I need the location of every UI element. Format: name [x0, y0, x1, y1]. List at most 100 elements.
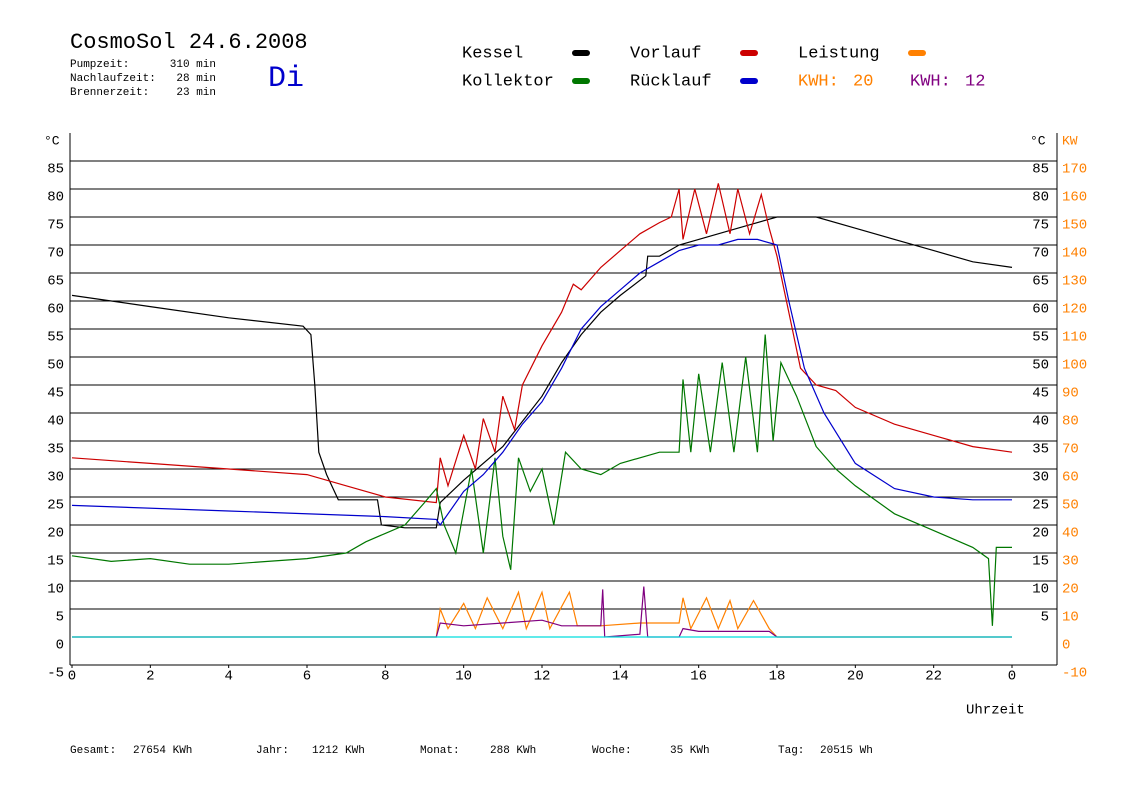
energy-value: 20 [853, 72, 873, 91]
y2-tick-label: 40 [1062, 526, 1079, 542]
y-tick-label: 10 [47, 582, 64, 598]
y-tick-label: 55 [47, 330, 64, 346]
y-tick-label-right: 25 [1032, 498, 1049, 514]
y-unit: °C [44, 133, 60, 148]
y2-tick-label: 10 [1062, 610, 1079, 626]
total-label: Tag: [778, 745, 804, 757]
y-tick-label-right: 45 [1032, 386, 1049, 402]
energy-value: 12 [965, 72, 985, 91]
y2-unit: KW [1062, 133, 1078, 148]
y-tick-label: 45 [47, 386, 64, 402]
y-tick-label-right: 15 [1032, 554, 1049, 570]
y-tick-label: 80 [47, 190, 64, 206]
y-tick-label: 35 [47, 442, 64, 458]
stat-label: Brennerzeit: [70, 87, 149, 99]
x-tick-label: 2 [146, 669, 154, 685]
stat-label: Pumpzeit: [70, 59, 129, 71]
chart-title: CosmoSol 24.6.2008 [70, 30, 308, 55]
total-label: Monat: [420, 745, 460, 757]
y-tick-label: 40 [47, 414, 64, 430]
x-tick-label: 12 [534, 669, 551, 685]
x-tick-label: 22 [925, 669, 942, 685]
y-tick-label: -5 [47, 666, 64, 682]
x-axis-label: Uhrzeit [966, 703, 1025, 719]
x-tick-label: 4 [224, 669, 232, 685]
y2-tick-label: 140 [1062, 246, 1087, 262]
y-tick-label-right: 70 [1032, 246, 1049, 262]
legend-label: Vorlauf [630, 44, 701, 63]
x-tick-label: 8 [381, 669, 389, 685]
y-tick-label: 70 [47, 246, 64, 262]
y2-tick-label: 120 [1062, 302, 1087, 318]
y2-tick-label: 0 [1062, 638, 1070, 654]
y2-tick-label: 160 [1062, 190, 1087, 206]
y-tick-label-right: 40 [1032, 414, 1049, 430]
series-line [71, 238, 1012, 527]
y-tick-label: 15 [47, 554, 64, 570]
y-tick-label: 65 [47, 274, 64, 290]
y-tick-label: 5 [56, 610, 64, 626]
total-value: 288 KWh [490, 745, 536, 757]
y2-tick-label: 70 [1062, 442, 1079, 458]
y-tick-label-right: 10 [1032, 582, 1049, 598]
total-label: Gesamt: [70, 745, 116, 757]
y2-tick-label: 100 [1062, 358, 1087, 374]
x-tick-label: 20 [847, 669, 864, 685]
y2-tick-label: 80 [1062, 414, 1079, 430]
total-label: Woche: [592, 745, 632, 757]
legend-label: Kessel [462, 44, 523, 63]
y2-tick-label: 150 [1062, 218, 1087, 234]
y-tick-label-right: 60 [1032, 302, 1049, 318]
series-line [72, 590, 1012, 638]
series-line [71, 334, 1012, 626]
total-value: 1212 KWh [312, 745, 365, 757]
y-tick-label: 75 [47, 218, 64, 234]
series-line [71, 183, 1013, 504]
y2-tick-label: 20 [1062, 582, 1079, 598]
x-tick-label: 6 [303, 669, 311, 685]
y2-tick-label: 30 [1062, 554, 1079, 570]
legend-label: Rücklauf [630, 72, 712, 91]
y-tick-label: 20 [47, 526, 64, 542]
y-tick-label: 60 [47, 302, 64, 318]
y2-tick-label: 50 [1062, 498, 1079, 514]
y-tick-label: 0 [56, 638, 64, 654]
energy-label: KWH: [798, 72, 839, 91]
legend-label: Leistung [798, 44, 880, 63]
total-value: 35 KWh [670, 745, 710, 757]
series-line [71, 216, 1013, 529]
y-tick-label-right: 65 [1032, 274, 1049, 290]
x-tick-label: 16 [690, 669, 707, 685]
y2-tick-label: -10 [1062, 666, 1087, 682]
y-tick-label-right: 5 [1041, 610, 1049, 626]
weekday: Di [268, 62, 304, 96]
y-tick-label-right: 55 [1032, 330, 1049, 346]
y-tick-label: 25 [47, 498, 64, 514]
stat-label: Nachlaufzeit: [70, 73, 156, 85]
x-tick-label: 18 [769, 669, 786, 685]
y-tick-label-right: 30 [1032, 470, 1049, 486]
y-unit-right: °C [1030, 133, 1046, 148]
y-tick-label-right: 35 [1032, 442, 1049, 458]
legend-label: Kollektor [462, 72, 554, 91]
y2-tick-label: 60 [1062, 470, 1079, 486]
total-value: 27654 KWh [133, 745, 192, 757]
stat-value: 28 min [176, 73, 216, 85]
stat-value: 310 min [170, 59, 216, 71]
y-tick-label: 30 [47, 470, 64, 486]
x-tick-label: 10 [455, 669, 472, 685]
energy-label: KWH: [910, 72, 951, 91]
y2-tick-label: 110 [1062, 330, 1087, 346]
x-tick-label: 0 [68, 669, 76, 685]
y2-tick-label: 90 [1062, 386, 1079, 402]
y-tick-label-right: 50 [1032, 358, 1049, 374]
y-tick-label: 85 [47, 162, 64, 178]
stat-value: 23 min [176, 87, 216, 99]
total-value: 20515 Wh [820, 745, 873, 757]
y-tick-label-right: 85 [1032, 162, 1049, 178]
x-tick-label: 14 [612, 669, 629, 685]
x-tick-label: 0 [1008, 669, 1016, 685]
y-tick-label-right: 75 [1032, 218, 1049, 234]
y-tick-label-right: 80 [1032, 190, 1049, 206]
